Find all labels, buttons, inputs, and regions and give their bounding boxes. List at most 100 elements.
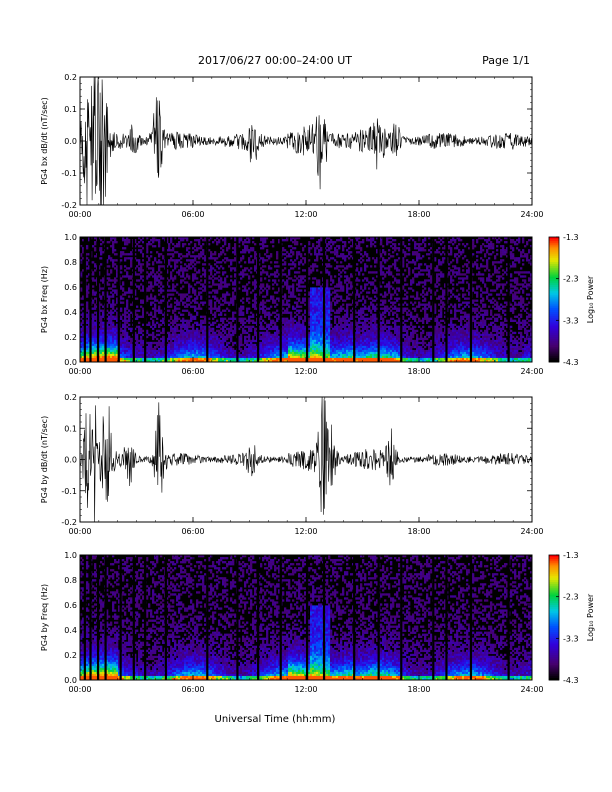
x-tick-label: 12:00 xyxy=(294,210,317,219)
data-gap-stripe xyxy=(206,555,209,680)
y-tick-label: 0.2 xyxy=(64,333,77,342)
colorbar-tick-label: -1.3 xyxy=(563,551,579,560)
x-tick-label: 12:00 xyxy=(294,527,317,536)
colorbar: -1.3 -2.3 -3.3 -4.3 Log₁₀ Power xyxy=(548,551,595,685)
colorbar-tick-label: -1.3 xyxy=(563,233,579,242)
dbdt-series-line xyxy=(80,77,532,205)
y-tick-label: 0.0 xyxy=(64,676,77,685)
y-tick-label: -0.1 xyxy=(61,487,77,496)
y-tick-label: 0.0 xyxy=(64,456,77,465)
y-tick-label: 1.0 xyxy=(64,233,77,242)
y-tick-label: 0.1 xyxy=(64,105,77,114)
y-tick-label: 0.2 xyxy=(64,393,77,402)
page-title: 2017/06/27 00:00–24:00 UT xyxy=(198,54,352,67)
x-tick-label: 24:00 xyxy=(520,527,543,536)
y-tick-label: 0.4 xyxy=(64,626,77,635)
x-tick-label: 18:00 xyxy=(407,210,430,219)
x-tick-label: 00:00 xyxy=(68,367,91,376)
y-tick-label: 0.8 xyxy=(64,576,77,585)
data-gap-stripe xyxy=(432,555,435,680)
data-gap-stripe xyxy=(507,555,510,680)
colorbar-tick-label: -4.3 xyxy=(563,676,579,685)
colorbar-frame xyxy=(548,236,560,363)
y-tick-label: 0.1 xyxy=(64,424,77,433)
data-gap-stripe xyxy=(119,555,122,680)
y-tick-label: 0.2 xyxy=(64,73,77,82)
x-tick-label: 06:00 xyxy=(181,527,204,536)
y-axis-title: PG4 by dB/dt (nT/sec) xyxy=(40,416,49,503)
data-gap-stripe xyxy=(353,555,356,680)
data-gap-stripe xyxy=(89,555,92,680)
data-gap-stripe xyxy=(432,237,435,362)
y-tick-label: -0.1 xyxy=(61,169,77,178)
data-gap-stripe xyxy=(144,237,147,362)
x-tick-label: 24:00 xyxy=(520,685,543,694)
y-axis-title: PG4 bx dB/dt (nT/sec) xyxy=(40,97,49,184)
panel-bx-dbdt: 00:00 06:00 12:00 18:00 24:00 0.2 0.1 0.0 -0.1 -0… xyxy=(40,73,544,219)
x-axis-title: Universal Time (hh:mm) xyxy=(215,714,336,725)
data-gap-stripe xyxy=(400,237,403,362)
data-gap-stripe xyxy=(117,237,120,362)
x-tick-label: 06:00 xyxy=(181,210,204,219)
data-gap-stripe xyxy=(104,555,107,680)
y-tick-label: -0.2 xyxy=(61,201,77,210)
data-gap-stripe xyxy=(257,555,260,680)
data-gap-stripe xyxy=(236,555,239,680)
colorbar-tick-label: -4.3 xyxy=(563,358,579,367)
data-gap-stripe xyxy=(164,555,167,680)
data-gap-stripe xyxy=(164,237,167,362)
x-tick-label: 18:00 xyxy=(407,685,430,694)
data-gap-stripe xyxy=(469,555,473,680)
y-tick-label: 0.4 xyxy=(64,308,77,317)
data-gap-stripe xyxy=(469,237,473,362)
y-tick-label: 0.8 xyxy=(64,258,77,267)
colorbar-frame xyxy=(548,554,560,681)
x-tick-label: 18:00 xyxy=(407,527,430,536)
data-gap-stripe xyxy=(206,237,209,362)
plot-frame xyxy=(79,396,533,523)
data-gap-stripe xyxy=(377,237,380,362)
data-gap-stripe xyxy=(353,237,356,362)
data-gap-stripe xyxy=(377,555,380,680)
y-tick-label: 1.0 xyxy=(64,551,77,560)
y-axis-title: PG4 by Freq (Hz) xyxy=(40,584,49,651)
data-gap-stripe xyxy=(445,555,448,680)
dbdt-series-line xyxy=(80,397,532,522)
y-tick-label: 0.0 xyxy=(64,358,77,367)
data-gap-stripe xyxy=(279,237,282,362)
x-tick-label: 00:00 xyxy=(68,685,91,694)
data-gap-stripe xyxy=(236,237,239,362)
colorbar-tick-label: -3.3 xyxy=(563,316,579,325)
data-gap-stripe xyxy=(144,555,147,680)
colorbar-tick-label: -2.3 xyxy=(563,593,579,602)
x-tick-label: 06:00 xyxy=(181,367,204,376)
data-gap-stripe xyxy=(322,237,326,362)
x-tick-label: 00:00 xyxy=(68,527,91,536)
x-tick-label: 12:00 xyxy=(294,367,317,376)
y-tick-label: 0.6 xyxy=(64,601,77,610)
x-tick-label: 24:00 xyxy=(520,210,543,219)
data-gap-stripe xyxy=(507,237,510,362)
y-tick-label: 0.2 xyxy=(64,651,77,660)
colorbar-title: Log₁₀ Power xyxy=(586,593,595,641)
data-gap-stripe xyxy=(104,237,107,362)
colorbar-tick-label: -3.3 xyxy=(563,634,579,643)
data-gap-stripe xyxy=(132,555,135,680)
data-gap-stripe xyxy=(306,555,309,680)
data-gap-stripe xyxy=(257,237,260,362)
panel-bx-spectrogram: -1.3 -2.3 -3.3 -4.3 Log₁₀ Power 00:00 06:00 12:… xyxy=(40,233,595,376)
data-gap-stripe xyxy=(306,237,309,362)
data-gap-stripe xyxy=(279,555,282,680)
colorbar-title: Log₁₀ Power xyxy=(586,275,595,323)
data-gap-stripe xyxy=(96,237,100,362)
x-tick-label: 12:00 xyxy=(294,685,317,694)
panel-by-dbdt: 00:00 06:00 12:00 18:00 24:00 0.2 0.1 0.0 -0.1 -0… xyxy=(40,393,544,536)
x-tick-label: 24:00 xyxy=(520,367,543,376)
colorbar: -1.3 -2.3 -3.3 -4.3 Log₁₀ Power xyxy=(548,233,595,367)
data-gap-stripe xyxy=(83,555,86,680)
data-gap-stripe xyxy=(83,237,86,362)
page-number: Page 1/1 xyxy=(482,54,530,67)
y-tick-label: -0.2 xyxy=(61,518,77,527)
data-gap-stripe xyxy=(96,555,100,680)
